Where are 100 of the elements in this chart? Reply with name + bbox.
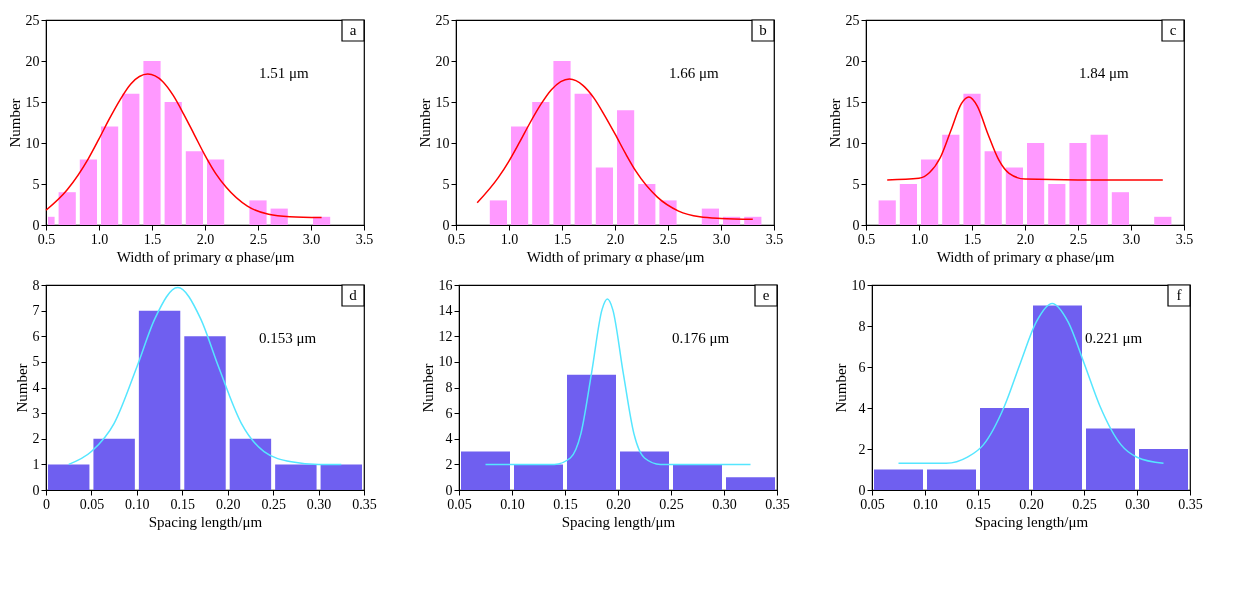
line-series (67, 286, 343, 466)
y-tick-label: 5 (32, 176, 40, 192)
y-axis-title: Number (832, 363, 849, 413)
y-tick-label: 10 (435, 135, 450, 151)
x-tick-label: 0.10 (125, 496, 150, 512)
y-tick-label: 5 (442, 176, 450, 192)
x-tick-label: 3.5 (765, 231, 784, 247)
y-tick-label: 6 (858, 359, 866, 375)
y-tick-label: 2 (32, 431, 40, 447)
x-tick-label: 0.35 (352, 496, 377, 512)
x-tick-label: 0.35 (1178, 496, 1203, 512)
x-tick-label: 0.20 (606, 496, 631, 512)
y-tick-label: 10 (438, 354, 453, 370)
x-tick-label: 0.05 (79, 496, 105, 512)
x-tick-label: 0.05 (447, 496, 472, 512)
x-axis-title: Spacing length/μm (561, 513, 676, 530)
x-tick-label: 1.5 (963, 231, 982, 247)
x-axis-title: Width of primary α phase/μm (526, 248, 705, 265)
annotation: b (759, 22, 767, 38)
x-tick-label: 0.25 (659, 496, 684, 512)
y-tick-label: 25 (845, 12, 860, 28)
y-tick-label: 25 (435, 12, 450, 28)
y-tick-label: 6 (32, 328, 40, 344)
x-tick-label: 1.5 (553, 231, 572, 247)
y-tick-label: 0 (32, 482, 40, 498)
y-tick-label: 0 (32, 217, 40, 233)
x-tick-label: 0.35 (765, 496, 790, 512)
x-tick-label: 0.10 (500, 496, 525, 512)
y-tick-label: 4 (32, 380, 40, 395)
y-axis-title: Number (416, 98, 433, 148)
x-tick-label: 0 (43, 496, 50, 512)
x-axis-title: Spacing length/μm (148, 513, 263, 530)
x-tick-label: 0.25 (261, 496, 286, 512)
y-axis-title: Number (6, 98, 23, 148)
x-axis-title: Width of primary α phase/μm (116, 248, 295, 265)
y-tick-label: 20 (25, 53, 40, 69)
y-tick-label: 20 (435, 53, 450, 69)
y-axis-title: Number (13, 363, 30, 413)
annotation: a (349, 22, 357, 38)
y-tick-label: 4 (858, 400, 866, 416)
x-tick-label: 1.0 (910, 231, 929, 247)
y-tick-label: 8 (858, 318, 866, 334)
annotation: 0.221 μm (1085, 330, 1143, 347)
y-tick-label: 2 (445, 456, 453, 472)
x-tick-label: 0.15 (553, 496, 578, 512)
annotation: 1.66 μm (669, 65, 720, 82)
y-tick-label: 8 (445, 380, 453, 395)
x-tick-label: 0.15 (966, 496, 991, 512)
y-tick-label: 20 (845, 53, 860, 69)
y-tick-label: 12 (438, 328, 453, 344)
x-tick-label: 3.5 (355, 231, 374, 247)
annotation: 0.176 μm (672, 330, 730, 347)
y-tick-label: 0 (852, 217, 860, 233)
x-tick-label: 2.0 (606, 231, 625, 247)
y-tick-label: 4 (445, 431, 453, 447)
y-tick-label: 1 (32, 456, 40, 472)
annotation: f (1176, 287, 1182, 303)
y-tick-label: 2 (858, 441, 866, 457)
x-tick-label: 3.5 (1175, 231, 1194, 247)
y-tick-label: 15 (25, 94, 40, 110)
x-tick-label: 0.25 (1072, 496, 1097, 512)
y-tick-label: 15 (845, 94, 860, 110)
line-series (897, 302, 1165, 465)
y-tick-label: 10 (851, 277, 866, 293)
y-tick-label: 6 (445, 405, 453, 421)
y-tick-label: 10 (25, 135, 40, 151)
y-tick-label: 8 (32, 277, 40, 293)
y-tick-label: 7 (32, 303, 40, 319)
annotation: 1.51 μm (259, 65, 310, 82)
annotation: 0.153 μm (259, 330, 317, 347)
x-tick-label: 0.30 (712, 496, 737, 512)
x-tick-label: 2.0 (196, 231, 215, 247)
annotation: c (1169, 22, 1177, 38)
y-tick-label: 0 (858, 482, 866, 498)
x-tick-label: 0.20 (215, 496, 241, 512)
x-tick-label: 0.30 (1125, 496, 1150, 512)
y-tick-label: 0 (442, 217, 450, 233)
annotation: 1.84 μm (1079, 65, 1130, 82)
x-tick-label: 3.0 (302, 231, 321, 247)
y-tick-label: 5 (32, 354, 40, 370)
y-tick-label: 10 (845, 135, 860, 151)
x-tick-label: 0.15 (170, 496, 196, 512)
x-axis-title: Spacing length/μm (974, 513, 1089, 530)
y-axis-title: Number (826, 98, 843, 148)
x-tick-label: 0.30 (306, 496, 332, 512)
annotation: d (349, 287, 358, 303)
x-tick-label: 0.5 (857, 231, 876, 247)
x-tick-label: 2.5 (249, 231, 268, 247)
x-tick-label: 2.5 (1069, 231, 1088, 247)
x-tick-label: 0.5 (447, 231, 466, 247)
x-tick-label: 1.0 (90, 231, 109, 247)
y-tick-label: 15 (435, 94, 450, 110)
y-tick-label: 0 (445, 482, 453, 498)
x-tick-label: 1.5 (143, 231, 162, 247)
line-series (886, 96, 1164, 181)
x-tick-label: 2.0 (1016, 231, 1035, 247)
y-axis-title: Number (419, 363, 436, 413)
y-tick-label: 14 (438, 303, 453, 319)
x-tick-label: 0.5 (37, 231, 56, 247)
y-tick-label: 5 (852, 176, 860, 192)
